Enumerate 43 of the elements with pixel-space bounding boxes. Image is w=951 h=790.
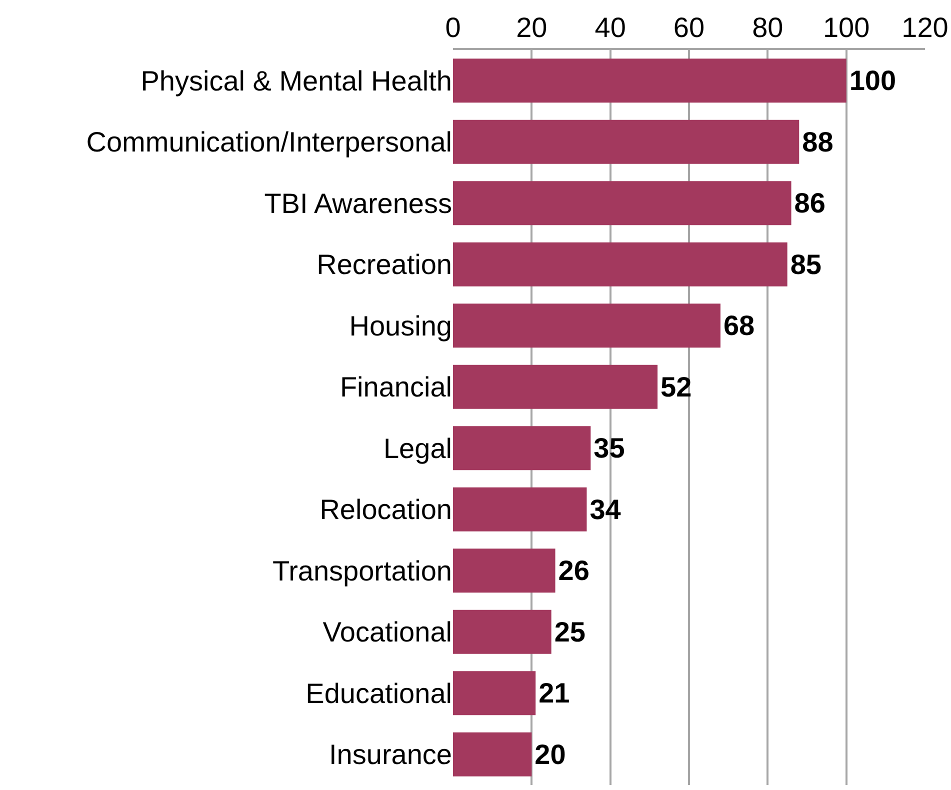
bar bbox=[453, 671, 536, 716]
data-label: 88 bbox=[802, 126, 834, 158]
y-tick-label: Educational bbox=[306, 678, 452, 709]
y-tick-label: Physical & Mental Health bbox=[140, 65, 452, 96]
bar bbox=[453, 487, 587, 532]
data-label: 25 bbox=[554, 616, 586, 648]
data-label: 100 bbox=[849, 65, 896, 96]
y-tick-label: Housing bbox=[349, 310, 452, 342]
data-label: 85 bbox=[790, 248, 822, 280]
y-tick-label: Insurance bbox=[329, 739, 452, 770]
bar bbox=[453, 364, 658, 409]
x-tick-label: 80 bbox=[752, 12, 784, 44]
data-label: 21 bbox=[538, 678, 570, 709]
y-tick-label: Legal bbox=[383, 432, 452, 464]
y-tick-label: TBI Awareness bbox=[264, 188, 452, 219]
x-tick-label: 0 bbox=[445, 12, 461, 44]
data-label: 34 bbox=[590, 494, 622, 525]
data-label: 86 bbox=[794, 188, 826, 219]
x-tick-label: 40 bbox=[594, 12, 626, 44]
bar bbox=[453, 732, 532, 776]
x-tick-label: 20 bbox=[516, 12, 548, 44]
bar bbox=[453, 181, 792, 226]
bar bbox=[453, 120, 800, 164]
data-label: 52 bbox=[660, 371, 692, 402]
x-tick-label: 120 bbox=[902, 12, 948, 44]
data-label: 20 bbox=[534, 738, 566, 770]
bar bbox=[453, 610, 552, 654]
data-label: 35 bbox=[594, 432, 625, 464]
bar bbox=[453, 242, 788, 286]
data-label: 68 bbox=[723, 310, 755, 342]
y-tick-label: Relocation bbox=[320, 494, 452, 526]
bar bbox=[453, 548, 556, 593]
data-label: 26 bbox=[558, 555, 590, 586]
x-tick-label: 100 bbox=[822, 12, 870, 44]
y-tick-label: Transportation bbox=[272, 555, 452, 586]
bar bbox=[453, 426, 591, 470]
x-tick-label: 60 bbox=[673, 12, 705, 44]
y-tick-label: Vocational bbox=[322, 616, 452, 648]
y-tick-label: Recreation bbox=[316, 249, 452, 280]
y-tick-label: Financial bbox=[340, 372, 452, 403]
y-tick-label: Communication/Interpersonal bbox=[86, 126, 452, 158]
bar bbox=[453, 58, 846, 103]
bar bbox=[453, 304, 720, 348]
